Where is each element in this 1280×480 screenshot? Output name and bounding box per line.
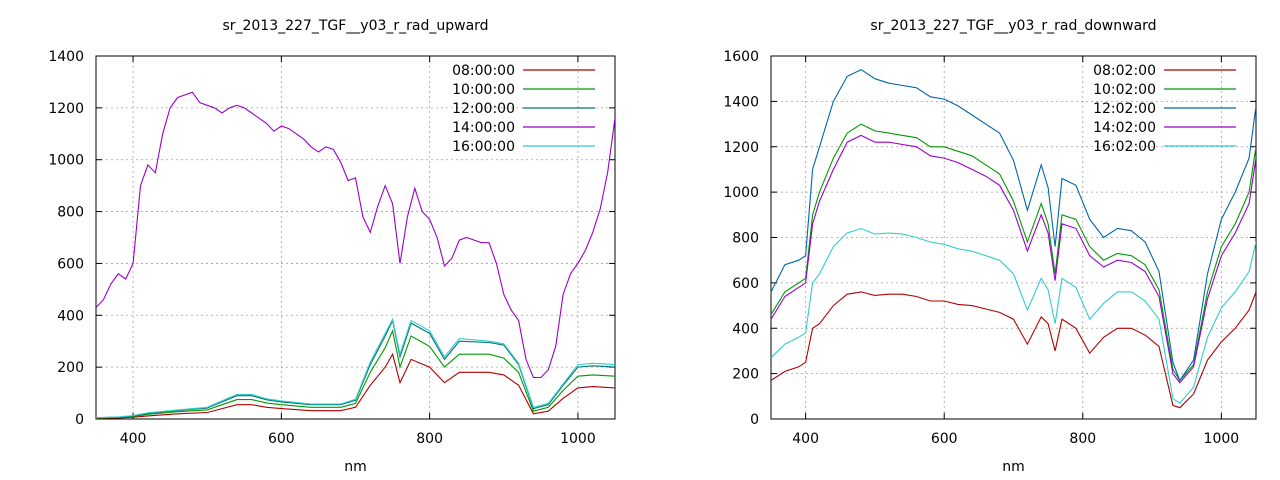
series-line <box>771 291 1256 409</box>
y-tick-label: 1200 <box>723 140 759 156</box>
legend-label: 08:00:00 <box>452 63 515 79</box>
legend-label: 08:02:00 <box>1093 63 1156 79</box>
y-tick-label: 1400 <box>723 94 759 110</box>
chart-upward: sr_2013_227_TGF__y03_r_rad_upward 400 600 8… <box>48 18 616 475</box>
y-tick-label: 0 <box>750 412 759 428</box>
chart-title: sr_2013_227_TGF__y03_r_rad_downward <box>870 18 1156 34</box>
plot-frame <box>95 55 616 420</box>
series-line <box>96 317 615 419</box>
series-line <box>771 68 1256 382</box>
legend-label: 10:02:00 <box>1093 82 1156 98</box>
legend-label: 12:00:00 <box>452 101 515 117</box>
legend-label: 10:00:00 <box>452 82 515 98</box>
x-tick-label: 400 <box>120 431 147 447</box>
x-tick-label: 800 <box>1069 431 1096 447</box>
y-tick-label: 400 <box>57 308 84 324</box>
y-tick-label: 1600 <box>723 49 759 65</box>
x-axis-label: nm <box>344 459 367 475</box>
y-tick-label: 0 <box>75 412 84 428</box>
legend-label: 14:00:00 <box>452 120 515 136</box>
x-tick-label: 600 <box>268 431 295 447</box>
series-line <box>96 352 615 419</box>
y-tick-label: 800 <box>732 231 759 247</box>
legend-label: 12:02:00 <box>1093 101 1156 117</box>
series-line <box>771 227 1256 404</box>
y-tick-label: 800 <box>57 205 84 221</box>
series-line <box>96 91 615 379</box>
y-tick-label: 1200 <box>48 101 84 117</box>
legend-label: 14:02:00 <box>1093 120 1156 136</box>
y-tick-label: 600 <box>57 256 84 272</box>
x-tick-label: 800 <box>416 431 443 447</box>
y-tick-label: 200 <box>57 360 84 376</box>
y-tick-label: 600 <box>732 276 759 292</box>
plot-frame <box>770 55 1257 420</box>
y-tick-label: 400 <box>732 321 759 337</box>
y-tick-label: 200 <box>732 367 759 383</box>
legend-label: 16:02:00 <box>1093 139 1156 155</box>
x-tick-label: 600 <box>931 431 958 447</box>
x-tick-label: 400 <box>792 431 819 447</box>
x-tick-label: 1000 <box>560 431 596 447</box>
chart-downward: sr_2013_227_TGF__y03_r_rad_downward 400 60… <box>723 18 1257 475</box>
series-line <box>96 318 615 419</box>
x-axis-label: nm <box>1002 459 1025 475</box>
series-line <box>771 123 1256 382</box>
y-tick-label: 1000 <box>723 185 759 201</box>
chart-title: sr_2013_227_TGF__y03_r_rad_upward <box>222 18 488 34</box>
series-line <box>96 328 615 419</box>
y-tick-label: 1400 <box>48 49 84 65</box>
legend-label: 16:00:00 <box>452 139 515 155</box>
x-tick-label: 1000 <box>1204 431 1240 447</box>
series-line <box>771 134 1256 384</box>
y-tick-label: 1000 <box>48 153 84 169</box>
